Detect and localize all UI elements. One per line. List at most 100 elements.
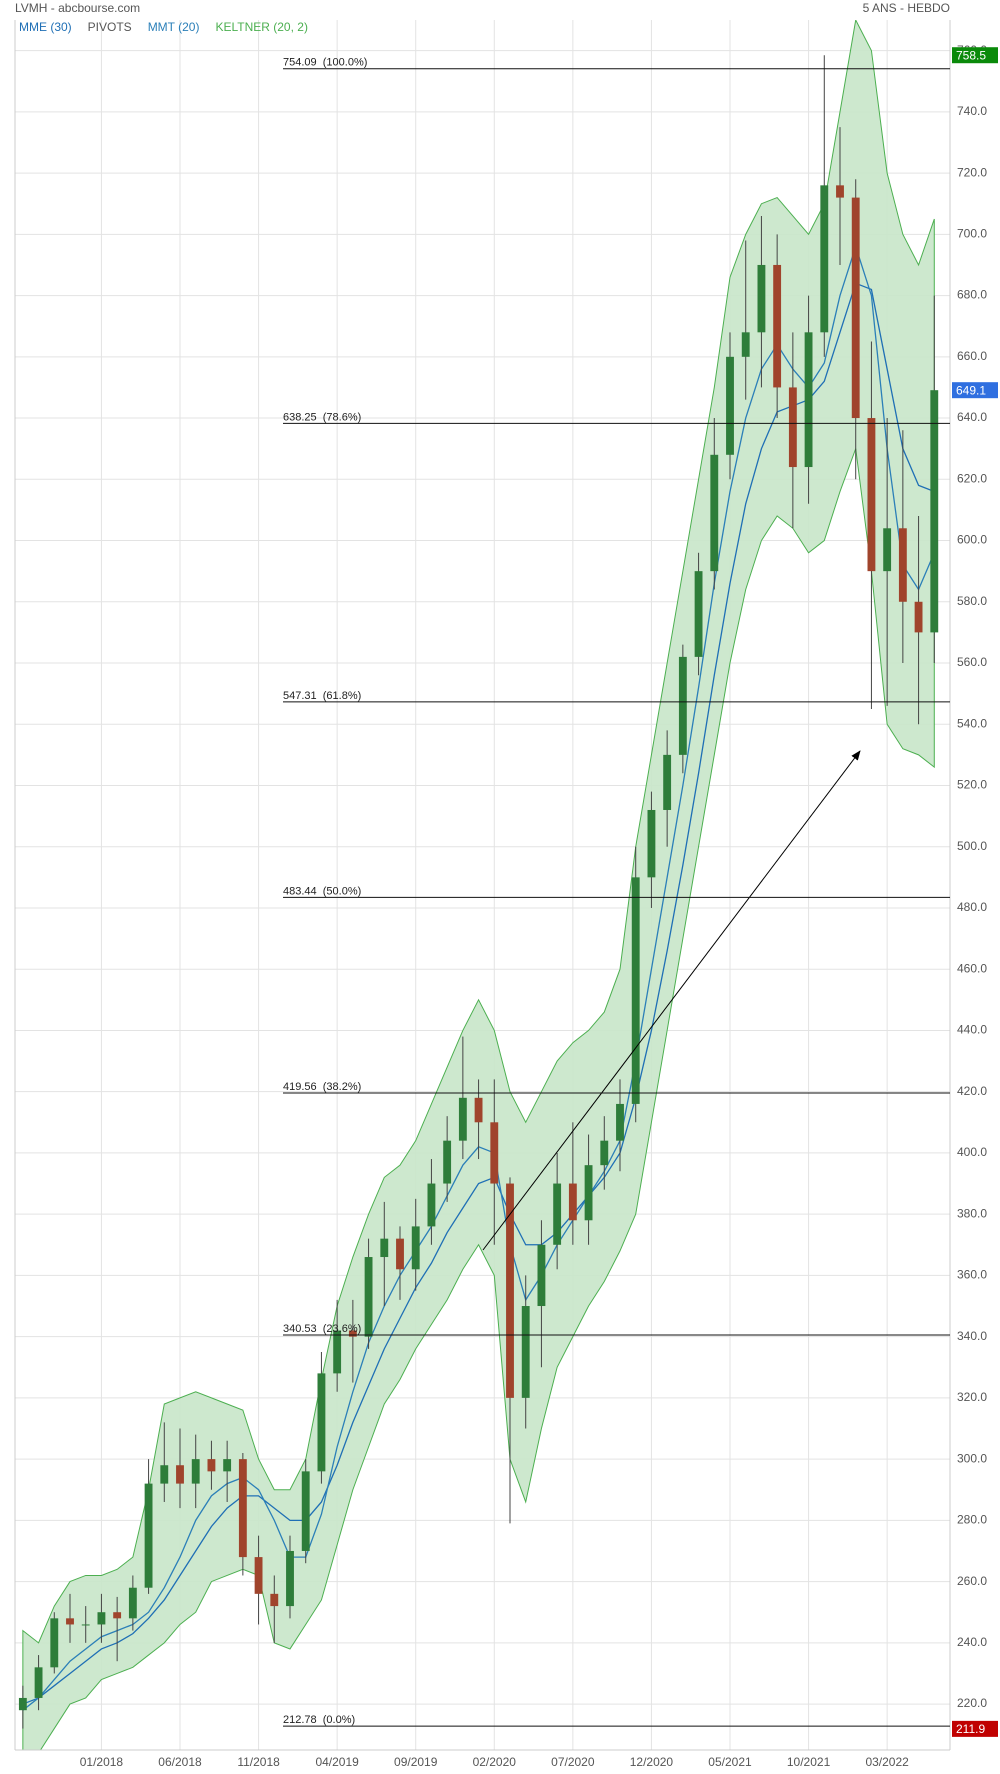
legend-entry: MME (30) [19,20,72,34]
moving-average-line [22,282,935,1705]
candle-body [474,1097,483,1123]
y-tick-label: 600.0 [957,533,987,547]
candle-body [66,1618,74,1625]
candle-body [348,1330,357,1337]
x-tick-label: 05/2021 [708,1755,752,1769]
candle-body [663,754,672,810]
candle-body [191,1459,200,1484]
candle-body [678,656,687,755]
axes: 220.0 240.0 260.0 280.0 300.0 320.0 340.0 360.0… [14,20,998,1769]
legend: MME (30) PIVOTS MMT (20) KELTNER (20, 2) [19,20,308,34]
legend-entry: PIVOTS [88,20,132,34]
candle-body [81,1624,90,1626]
x-tick-label: 09/2019 [394,1755,438,1769]
candle-body [490,1122,499,1184]
y-tick-label: 320.0 [957,1390,987,1404]
y-tick-label: 240.0 [957,1635,987,1649]
candle-body [254,1557,263,1594]
candle-body [836,185,844,198]
y-tick-label: 260.0 [957,1574,987,1588]
candle-body [144,1483,153,1588]
chart-subtitle: 5 ANS - HEBDO [863,1,950,15]
candle-body [710,454,719,572]
candle-body [113,1612,122,1619]
keltner-band [22,20,935,1750]
price-tag-label: 211.9 [956,1722,985,1736]
y-tick-label: 360.0 [957,1268,987,1282]
y-tick-label: 460.0 [957,961,987,975]
x-tick-label: 11/2018 [237,1755,280,1769]
candle-body [34,1667,43,1698]
y-tick-label: 720.0 [957,165,987,179]
candle-body [18,1697,27,1711]
price-tag-label: 758.5 [956,48,986,62]
pivot-label: 754.09 (100.0%) [283,57,367,69]
candle-body [238,1459,247,1558]
candle-body [537,1244,546,1307]
candle-body [616,1103,624,1141]
candle-body [584,1165,593,1221]
pivot-label: 638.25 (78.6%) [283,411,361,423]
candle-body [804,332,813,468]
candle-body [160,1465,169,1484]
x-tick-label: 01/2018 [80,1755,124,1769]
candle-body [883,528,892,572]
candle-body [631,877,640,1104]
candle-body [914,601,923,633]
pivot-label: 212.78 (0.0%) [283,1714,355,1726]
candle-body [317,1373,326,1472]
candle-body [851,197,860,419]
candle-body [726,356,734,455]
candle-body [741,332,750,357]
candle-body [553,1183,562,1245]
x-tick-label: 07/2020 [551,1755,595,1769]
candle-body [568,1183,577,1221]
trend-arrow [482,750,861,1251]
candle-body [443,1140,452,1184]
candle-body [930,390,939,633]
candle-body [788,387,797,468]
y-tick-label: 340.0 [957,1329,987,1343]
pivot-label: 419.56 (38.2%) [283,1081,361,1093]
y-tick-label: 640.0 [957,410,987,424]
y-tick-label: 420.0 [957,1084,987,1098]
candle-body [128,1587,137,1619]
y-tick-label: 500.0 [957,839,987,853]
candle-body [207,1459,216,1472]
x-tick-label: 04/2019 [315,1755,359,1769]
y-tick-label: 660.0 [957,349,987,363]
chart-title: LVMH - abcbourse.com [15,1,140,15]
y-tick-label: 700.0 [957,227,987,241]
candle-body [223,1459,232,1472]
pivot-label: 547.31 (61.8%) [283,690,361,702]
y-tick-label: 620.0 [957,471,987,485]
y-tick-label: 280.0 [957,1513,987,1527]
candle-body [301,1471,310,1551]
price-tag [952,47,998,64]
y-tick-label: 580.0 [957,594,987,608]
candle-body [773,264,782,388]
y-tick-label: 440.0 [957,1023,987,1037]
candle-body [521,1306,530,1398]
candle-body [50,1618,59,1668]
x-tick-label: 02/2020 [473,1755,517,1769]
y-tick-label: 680.0 [957,288,987,302]
candle-body [600,1140,609,1166]
candle-body [333,1330,342,1374]
y-tick-label: 480.0 [957,900,987,914]
candle-body [286,1550,294,1607]
pivot-label: 340.53 (23.6%) [283,1323,361,1335]
candle-body [867,418,876,572]
candle-body [898,528,907,602]
y-tick-label: 300.0 [957,1451,987,1465]
candle-body [380,1238,389,1258]
price-tag-label: 649.1 [956,383,986,397]
y-tick-label: 520.0 [957,778,987,792]
candle-body [427,1183,436,1227]
candle-body [694,571,703,657]
price-tag [952,382,998,399]
candle-body [411,1226,420,1270]
y-tick-label: 560.0 [957,655,987,669]
candle-body [364,1257,373,1337]
